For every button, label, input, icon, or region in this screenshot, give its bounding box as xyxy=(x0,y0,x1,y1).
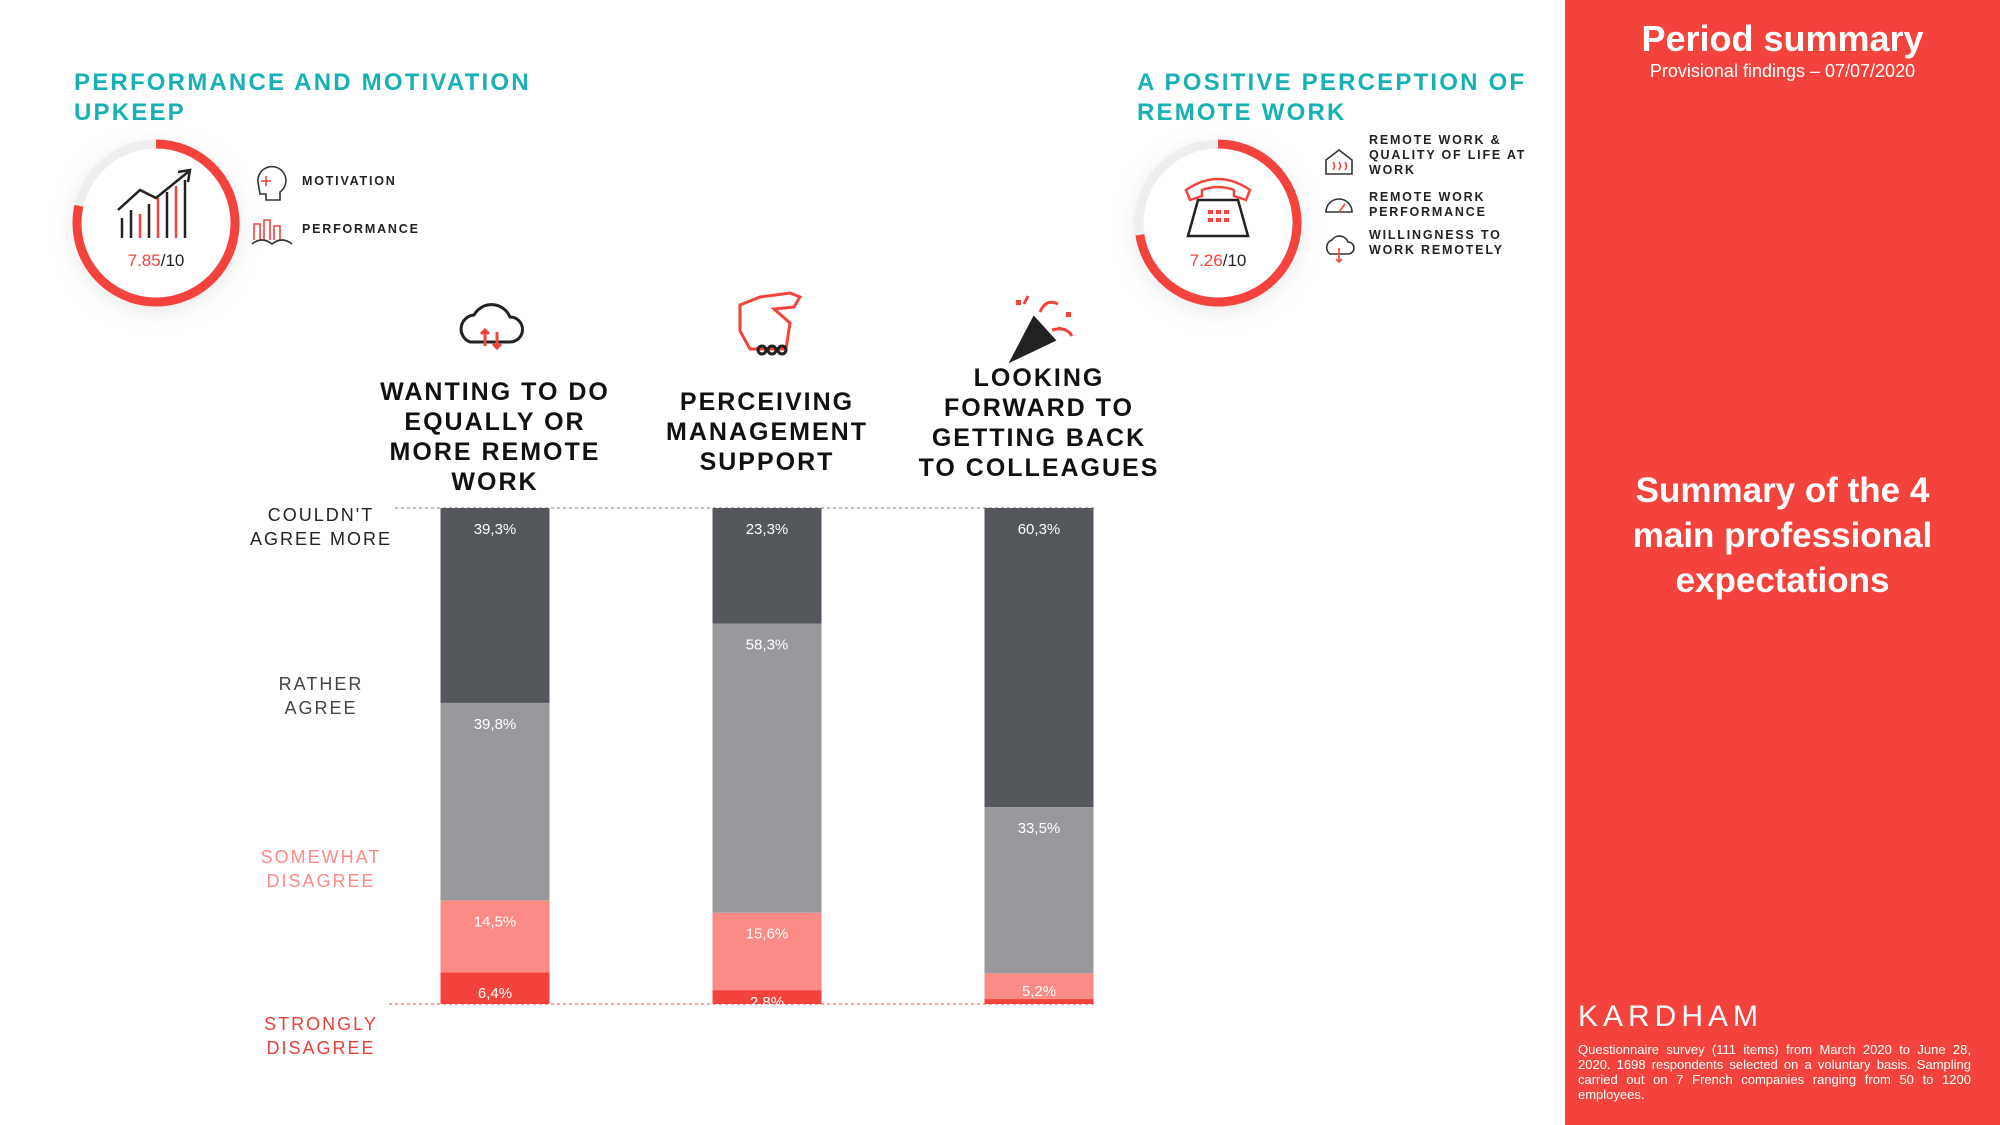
sidebar-heading: Summary of the 4 main professional expec… xyxy=(1632,471,1933,600)
item-icons xyxy=(251,148,1355,264)
score-value: 7.26 xyxy=(1189,251,1223,270)
value-label: 58,3% xyxy=(746,637,789,654)
legend-label: RATHER AGREE xyxy=(278,674,364,718)
panel-title: A POSITIVE PERCEPTION OF REMOTE WORK xyxy=(1137,69,1527,126)
value-label: 39,3% xyxy=(474,521,517,538)
column-icons xyxy=(459,291,1074,364)
value-label: 2,8% xyxy=(750,994,784,1011)
category-label: PERCEIVING MANAGEMENT SUPPORT xyxy=(666,388,868,476)
score-scale: /10 xyxy=(1222,251,1247,270)
legend-label: STRONGLY DISAGREE xyxy=(264,1014,378,1058)
footnote: Questionnaire survey (111 items) from Ma… xyxy=(1578,1042,1971,1102)
bar-segment xyxy=(984,508,1094,808)
value-label: 60,3% xyxy=(1018,521,1061,538)
bar-segment xyxy=(984,807,1094,974)
value-label: 6,4% xyxy=(478,985,512,1002)
value-label: 5,2% xyxy=(1022,983,1056,1000)
value-label: 14,5% xyxy=(474,913,517,930)
bar-segment xyxy=(440,508,550,703)
sidebar-title: Period summary xyxy=(1641,18,1924,59)
bar-segment xyxy=(440,972,550,1004)
panel-item: MOTIVATION xyxy=(302,174,397,188)
value-label: 23,3% xyxy=(746,521,789,538)
score-scale: /10 xyxy=(160,251,185,270)
panel-item: WILLINGNESS TO WORK REMOTELY xyxy=(1369,228,1504,257)
bar-segment xyxy=(712,508,822,624)
bar-segment xyxy=(984,973,1094,1000)
sidebar-panel xyxy=(1565,0,2000,1125)
category-label: WANTING TO DO EQUALLY OR MORE REMOTE WOR… xyxy=(380,378,610,496)
score-arc xyxy=(1135,139,1302,307)
panel-title: PERFORMANCE AND MOTIVATION UPKEEP xyxy=(74,69,531,126)
bar-segment xyxy=(984,999,1094,1004)
score-value: 7.85 xyxy=(127,251,161,270)
sidebar-subtitle: Provisional findings – 07/07/2020 xyxy=(1649,61,1916,81)
score-arc xyxy=(72,139,240,307)
value-label: 15,6% xyxy=(746,926,789,943)
score: 7.26/10 xyxy=(1158,251,1278,271)
panel-item: PERFORMANCE xyxy=(302,222,420,236)
value-label: 39,8% xyxy=(474,716,517,733)
logo: KARDHAM xyxy=(1578,1000,1764,1033)
value-label: 33,5% xyxy=(1018,820,1061,837)
growth-icon xyxy=(117,168,192,238)
legend-label: SOMEWHAT DISAGREE xyxy=(260,847,382,891)
bar-segment xyxy=(440,900,550,973)
phone-icon xyxy=(1184,177,1252,238)
panel-item: REMOTE WORK & QUALITY OF LIFE AT WORK xyxy=(1369,133,1527,177)
category-label: LOOKING FORWARD TO GETTING BACK TO COLLE… xyxy=(918,364,1160,482)
score: 7.85/10 xyxy=(96,251,216,271)
bar-segment xyxy=(712,912,822,991)
bar-segment xyxy=(440,702,550,901)
legend-label: COULDN'T AGREE MORE xyxy=(249,505,393,549)
bar-segment xyxy=(712,990,822,1004)
panel-item: REMOTE WORK PERFORMANCE xyxy=(1369,190,1487,219)
bar-segment xyxy=(712,623,822,913)
